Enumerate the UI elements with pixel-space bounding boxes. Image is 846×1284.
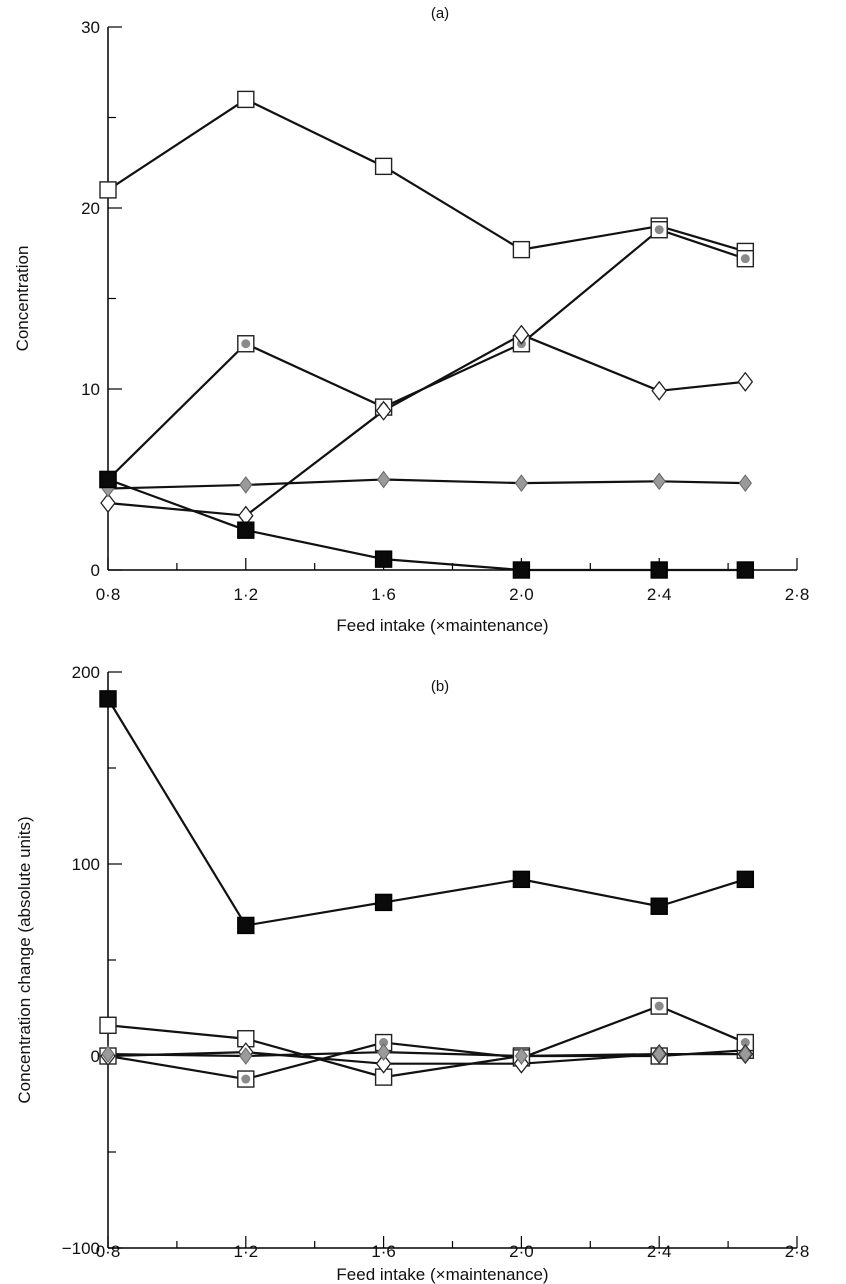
data-point-grey-diamond <box>239 476 253 494</box>
series-dotted-square-line <box>107 228 746 481</box>
data-point-grey-diamond <box>738 1045 752 1063</box>
data-point-grey-diamond <box>738 474 752 492</box>
data-point-grey-diamond <box>514 1047 529 1065</box>
data-point-grey-diamond <box>514 474 529 492</box>
data-point-grey-diamond <box>101 1045 115 1063</box>
y-tick-label: 30 <box>81 18 100 37</box>
y-tick-label: 0 <box>91 1047 100 1066</box>
series-filled-square-line <box>107 478 746 572</box>
y-tick-label: −100 <box>62 1239 100 1258</box>
data-point-open-diamond <box>375 400 392 421</box>
x-tick-label: 2·0 <box>509 585 534 604</box>
x-tick-label: 2·4 <box>647 585 672 604</box>
data-point-filled-square <box>237 521 255 539</box>
data-point-grey-diamond <box>376 470 391 489</box>
data-point-open-diamond <box>100 492 116 514</box>
data-point-filled-square <box>512 870 531 889</box>
series-grey-diamond-line <box>107 478 746 490</box>
data-point-grey-diamond <box>376 1043 391 1061</box>
x-tick-label: 0·8 <box>96 585 121 604</box>
y-tick-label: 200 <box>72 663 100 682</box>
x-tick-label: 2·8 <box>785 585 810 604</box>
data-point-open-square <box>99 1016 117 1034</box>
x-tick-label: 1·2 <box>234 1242 259 1261</box>
panel-label: (b) <box>431 678 449 695</box>
data-point-filled-square <box>650 897 668 915</box>
data-point-dotted-square-dot <box>654 1001 664 1011</box>
series-open-diamond-line <box>107 333 746 517</box>
data-point-filled-square <box>650 561 668 579</box>
panel-label: (a) <box>431 5 449 22</box>
data-point-open-diamond <box>375 1053 392 1074</box>
data-point-filled-square <box>512 561 531 579</box>
data-point-filled-square <box>99 470 117 489</box>
panel-b: 0·8 1·2 1·6 2·0 2·4 2·8 −100 0 100 200 (b) Feed int… <box>15 663 809 1284</box>
data-point-open-diamond <box>651 380 668 401</box>
data-point-filled-square <box>374 893 393 912</box>
data-point-open-square <box>237 90 255 109</box>
data-point-filled-square <box>736 561 755 579</box>
y-axis-label: Concentration <box>13 246 32 352</box>
data-point-open-square <box>99 181 117 199</box>
x-tick-label: 2·0 <box>509 1242 534 1261</box>
data-point-filled-square <box>237 916 255 935</box>
data-point-grey-diamond <box>652 1045 666 1063</box>
data-point-open-square <box>512 240 531 259</box>
x-axis-label: Feed intake (×maintenance) <box>336 1265 548 1284</box>
x-axis-label: Feed intake (×maintenance) <box>336 616 548 635</box>
data-point-dotted-square-dot <box>241 339 251 349</box>
data-point-filled-square <box>99 690 117 708</box>
x-tick-label: 0·8 <box>96 1242 121 1261</box>
x-tick-label: 1·6 <box>371 585 396 604</box>
data-point-dotted-square-dot <box>654 225 664 235</box>
data-point-grey-diamond <box>239 1047 253 1065</box>
data-point-dotted-square-dot <box>740 1038 750 1048</box>
y-tick-label: 10 <box>81 380 100 399</box>
data-point-open-diamond <box>737 371 754 392</box>
series-dotted-square-line <box>107 1004 746 1081</box>
data-point-filled-square <box>736 870 755 889</box>
data-point-open-square <box>374 157 393 176</box>
series-open-square-line <box>107 98 746 253</box>
y-tick-label: 100 <box>72 855 100 874</box>
panel-a: 0·8 1·2 1·6 2·0 2·4 2·8 0 10 20 30 (a) Feed intake … <box>13 5 809 635</box>
y-tick-label: 20 <box>81 199 100 218</box>
data-point-dotted-square-dot <box>740 254 750 264</box>
series-open-square-line <box>107 1024 746 1079</box>
data-point-open-diamond <box>513 324 530 345</box>
x-tick-label: 2·4 <box>647 1242 672 1261</box>
x-tick-label: 1·2 <box>234 585 259 604</box>
data-point-filled-square <box>374 550 393 568</box>
data-point-dotted-square-dot <box>241 1074 251 1084</box>
data-point-grey-diamond <box>652 472 666 491</box>
x-tick-label: 1·6 <box>371 1242 396 1261</box>
data-point-dotted-square-dot <box>379 1038 389 1048</box>
y-tick-label: 0 <box>91 561 100 580</box>
y-axis-label: Concentration change (absolute units) <box>15 816 34 1103</box>
x-tick-label: 2·8 <box>785 1242 810 1261</box>
series-filled-square-line <box>107 698 746 927</box>
series-grey-diamond-line <box>107 1051 746 1058</box>
